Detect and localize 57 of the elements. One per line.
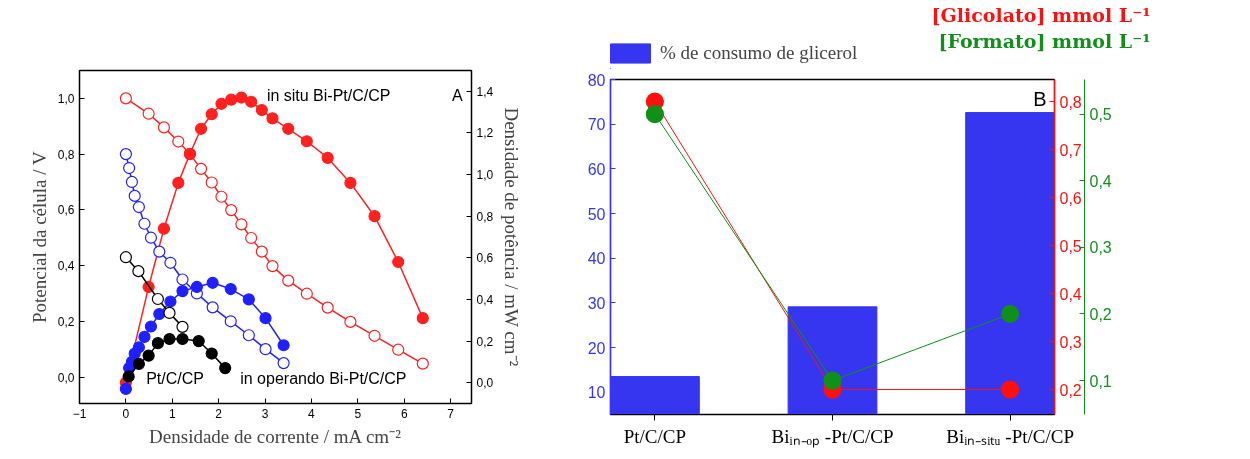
x-tick-label: 1 bbox=[168, 406, 176, 421]
x-tick-label: Biᵢₙ₋ₒₚ -Pt/C/CP bbox=[771, 425, 894, 448]
x-tick-label: 4 bbox=[308, 406, 316, 421]
y3-tick-label: 0,5 bbox=[1089, 106, 1112, 124]
x-tick-label: Pt/C/CP bbox=[623, 425, 687, 447]
y3-tick-label: 0,3 bbox=[1089, 239, 1112, 257]
y3-tick-label: 0,2 bbox=[1089, 305, 1112, 323]
x-tick-label: 6 bbox=[400, 406, 408, 421]
y2-tick-label: 1,4 bbox=[476, 84, 494, 99]
y3-axis-title: [Formato] mmol L⁻¹ bbox=[938, 29, 1151, 52]
y2-axis-title: Densidade de potência / mW cm⁻² bbox=[501, 107, 523, 367]
y-tick-label: 0,6 bbox=[57, 203, 75, 218]
y2-tick-label: 0,8 bbox=[1059, 93, 1082, 111]
y-tick-label: 0,0 bbox=[57, 370, 75, 385]
y2-tick-label: 0,0 bbox=[476, 376, 494, 391]
x-tick-label: 3 bbox=[261, 406, 269, 421]
x-tick-label: −1 bbox=[72, 406, 87, 421]
y2-tick-label: 0,8 bbox=[476, 209, 494, 224]
y2-axis-title: [Glicolato] mmol L⁻¹ bbox=[931, 3, 1151, 26]
y2-tick-label: 0,4 bbox=[476, 292, 494, 307]
y2-tick-label: 0,3 bbox=[1059, 333, 1082, 351]
y3-tick-label: 0,4 bbox=[1089, 172, 1112, 190]
y-tick-label: 0,4 bbox=[57, 259, 75, 274]
legend-label: % de consumo de glicerol bbox=[660, 42, 858, 64]
annotation: Pt/C/CP bbox=[146, 370, 204, 388]
y3-tick-label: 0,1 bbox=[1089, 372, 1112, 390]
y-tick-label: 40 bbox=[587, 250, 606, 268]
annotation: B bbox=[1033, 87, 1047, 110]
y-tick-label: 50 bbox=[587, 205, 606, 223]
x-tick-label: 5 bbox=[354, 406, 362, 421]
x-tick-label: 7 bbox=[447, 406, 455, 421]
y-tick-label: 80 bbox=[587, 71, 606, 89]
x-tick-label: Biᵢₙ₋ₛᵢₜᵤ -Pt/C/CP bbox=[946, 425, 1074, 447]
y2-tick-label: 0,2 bbox=[476, 334, 494, 349]
y-tick-label: 20 bbox=[587, 339, 606, 357]
y-tick-label: 30 bbox=[587, 294, 606, 312]
annotation: A bbox=[451, 86, 463, 104]
y2-tick-label: 0,7 bbox=[1059, 141, 1082, 159]
y-tick-label: 1,0 bbox=[57, 91, 75, 106]
annotation: in situ Bi-Pt/C/CP bbox=[266, 86, 391, 104]
y2-tick-label: 1,0 bbox=[476, 168, 494, 183]
x-tick-label: 2 bbox=[215, 406, 223, 421]
y-tick-label: 70 bbox=[587, 116, 606, 134]
y2-tick-label: 0,2 bbox=[1059, 381, 1082, 399]
annotation: in operando Bi-Pt/C/CP bbox=[240, 370, 407, 388]
y-tick-label: 0,8 bbox=[57, 147, 75, 162]
x-axis-title: Densidade de corrente / mA cm⁻² bbox=[149, 425, 402, 447]
y-axis-title: Potencial da célula / V bbox=[28, 151, 50, 323]
y2-tick-label: 0,6 bbox=[476, 251, 494, 266]
y-tick-label: 60 bbox=[587, 160, 606, 178]
y-tick-label: 10 bbox=[587, 384, 606, 402]
y2-tick-label: 0,5 bbox=[1059, 237, 1082, 255]
x-tick-label: 0 bbox=[122, 406, 130, 421]
y2-tick-label: 1,2 bbox=[476, 126, 494, 141]
y2-tick-label: 0,6 bbox=[1059, 189, 1082, 207]
y2-tick-label: 0,4 bbox=[1059, 285, 1082, 303]
y-tick-label: 0,2 bbox=[57, 314, 75, 329]
